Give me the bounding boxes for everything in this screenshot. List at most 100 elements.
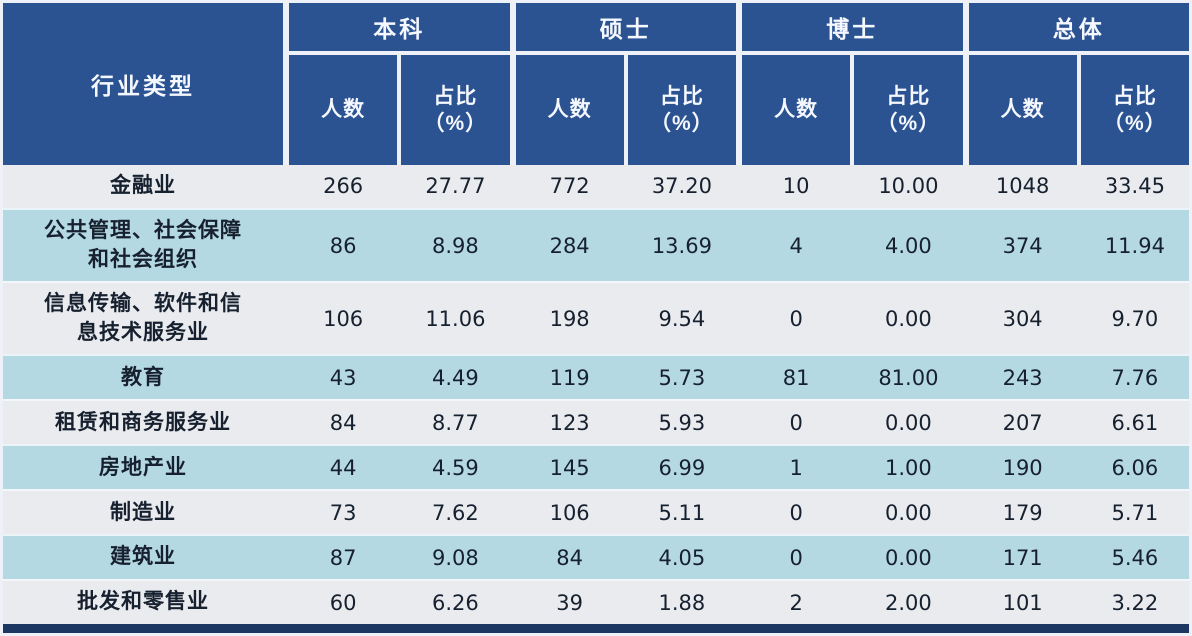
table-cell: 284 — [549, 233, 590, 258]
row-group-master: 145 6.99 — [510, 446, 737, 489]
row-group-bachelor: 266 27.77 — [283, 165, 510, 208]
table-cell: 33.45 — [1104, 174, 1165, 199]
table-cell: 81.00 — [878, 365, 939, 390]
row-group-master: 39 1.88 — [510, 581, 737, 624]
row-group-master: 84 4.05 — [510, 536, 737, 579]
row-group-total: 243 7.76 — [963, 356, 1190, 399]
table-cell: 0 — [789, 500, 803, 525]
table-cell: 10.00 — [878, 174, 939, 199]
table-cell: 145 — [549, 455, 590, 480]
corner-header-industry-type: 行业类型 — [91, 73, 195, 99]
table-cell: 5.93 — [658, 410, 706, 435]
table-row-leasing-business: 租赁和商务服务业 84 8.77 123 5.93 0 0.00 207 6.6… — [3, 399, 1190, 445]
table-cell: 123 — [549, 410, 590, 435]
col-header-ratio: 占比 （%） — [850, 55, 962, 165]
table-cell: 11.06 — [425, 306, 486, 331]
row-group-master: 198 9.54 — [510, 283, 737, 354]
row-group-doctor: 2 2.00 — [736, 581, 963, 624]
row-group-doctor: 1 1.00 — [736, 446, 963, 489]
table-cell: 119 — [549, 365, 590, 390]
table-cell: 4.59 — [431, 455, 479, 480]
table-cell: 1048 — [995, 174, 1050, 199]
ratio-label: 占比 — [659, 84, 704, 108]
table-row-it-services: 信息传输、软件和信息技术服务业 106 11.06 198 9.54 0 0.0… — [3, 281, 1190, 355]
row-group-total: 207 6.61 — [963, 401, 1190, 444]
row-group-master: 119 5.73 — [510, 356, 737, 399]
table-cell: 5.73 — [658, 365, 706, 390]
table-cell: 0.00 — [884, 306, 932, 331]
industry-name: 租赁和商务服务业 — [55, 410, 231, 434]
table-cell: 266 — [323, 174, 364, 199]
table-cell: 84 — [329, 410, 357, 435]
col-header-count: 人数 — [321, 98, 366, 122]
table-cell: 171 — [1002, 545, 1043, 570]
ratio-unit: （%） — [1103, 112, 1167, 135]
group-subheaders: 人数 占比 （%） — [516, 55, 737, 165]
table-row-manufacturing: 制造业 73 7.62 106 5.11 0 0.00 179 5.71 — [3, 489, 1190, 535]
col-header-ratio: 占比 （%） — [1076, 55, 1189, 165]
table-cell: 39 — [556, 590, 583, 615]
table-cell: 374 — [1002, 233, 1043, 258]
group-subheaders: 人数 占比 （%） — [742, 55, 963, 165]
table-cell: 0 — [789, 410, 803, 435]
table-cell: 5.71 — [1111, 500, 1159, 525]
col-header-ratio: 占比 （%） — [623, 55, 736, 165]
table-cell: 5.11 — [658, 500, 706, 525]
industry-name: 制造业 — [110, 500, 176, 524]
table-cell: 9.54 — [658, 306, 706, 331]
table-cell: 304 — [1002, 306, 1043, 331]
header-group-master: 硕士 人数 占比 （%） — [509, 3, 737, 165]
table-cell: 13.69 — [651, 233, 712, 258]
table-cell: 81 — [782, 365, 810, 390]
table-cell: 60 — [329, 590, 357, 615]
group-label-bachelor: 本科 — [289, 3, 510, 55]
row-group-bachelor: 43 4.49 — [283, 356, 510, 399]
table-cell: 5.46 — [1111, 545, 1159, 570]
group-label-total: 总体 — [968, 3, 1189, 55]
table-row-real-estate: 房地产业 44 4.59 145 6.99 1 1.00 190 6.06 — [3, 444, 1190, 490]
table-cell: 190 — [1002, 455, 1043, 480]
row-group-total: 190 6.06 — [963, 446, 1190, 489]
row-group-master: 106 5.11 — [510, 491, 737, 534]
row-group-bachelor: 73 7.62 — [283, 491, 510, 534]
row-group-total: 304 9.70 — [963, 283, 1190, 354]
group-label-doctor: 博士 — [742, 3, 963, 55]
table-cell: 0 — [789, 306, 803, 331]
ratio-label: 占比 — [886, 84, 931, 108]
group-subheaders: 人数 占比 （%） — [969, 55, 1190, 165]
table-cell: 86 — [329, 233, 357, 258]
table-cell: 0 — [789, 545, 803, 570]
table-cell: 243 — [1002, 365, 1043, 390]
table-cell: 37.20 — [651, 174, 712, 199]
table-cell: 9.70 — [1111, 306, 1159, 331]
table-cell: 106 — [549, 500, 590, 525]
table-row-finance: 金融业 266 27.77 772 37.20 10 10.00 1048 33… — [3, 165, 1189, 208]
table-cell: 7.76 — [1111, 365, 1159, 390]
table-cell: 2 — [789, 590, 803, 615]
table-cell: 179 — [1002, 500, 1043, 525]
table-cell: 0.00 — [884, 545, 932, 570]
table-cell: 6.61 — [1111, 410, 1159, 435]
table-cell: 87 — [329, 545, 357, 570]
table-cell: 8.98 — [431, 233, 479, 258]
table-cell: 101 — [1002, 590, 1043, 615]
table-cell: 27.77 — [425, 174, 486, 199]
table-body: 金融业 266 27.77 772 37.20 10 10.00 1048 33… — [3, 165, 1189, 624]
table-cell: 44 — [329, 455, 357, 480]
table-cell: 10 — [782, 174, 810, 199]
table-row-education: 教育 43 4.49 119 5.73 81 81.00 243 7.76 — [3, 354, 1190, 400]
row-group-bachelor: 87 9.08 — [283, 536, 510, 579]
table-cell: 73 — [329, 500, 357, 525]
table-cell: 43 — [329, 365, 357, 390]
row-group-total: 179 5.71 — [963, 491, 1190, 534]
header-group-total: 总体 人数 占比 （%） — [962, 3, 1190, 165]
row-group-total: 171 5.46 — [963, 536, 1190, 579]
row-group-master: 284 13.69 — [510, 210, 737, 281]
table-row-public-admin: 公共管理、社会保障和社会组织 86 8.98 284 13.69 4 4.00 … — [3, 207, 1189, 282]
header-group-doctor: 博士 人数 占比 （%） — [736, 3, 963, 165]
table-row-construction: 建筑业 87 9.08 84 4.05 0 0.00 171 5.46 — [3, 534, 1190, 580]
ratio-label: 占比 — [1112, 84, 1157, 108]
row-group-master: 123 5.93 — [510, 401, 737, 444]
table-cell: 0.00 — [884, 410, 932, 435]
